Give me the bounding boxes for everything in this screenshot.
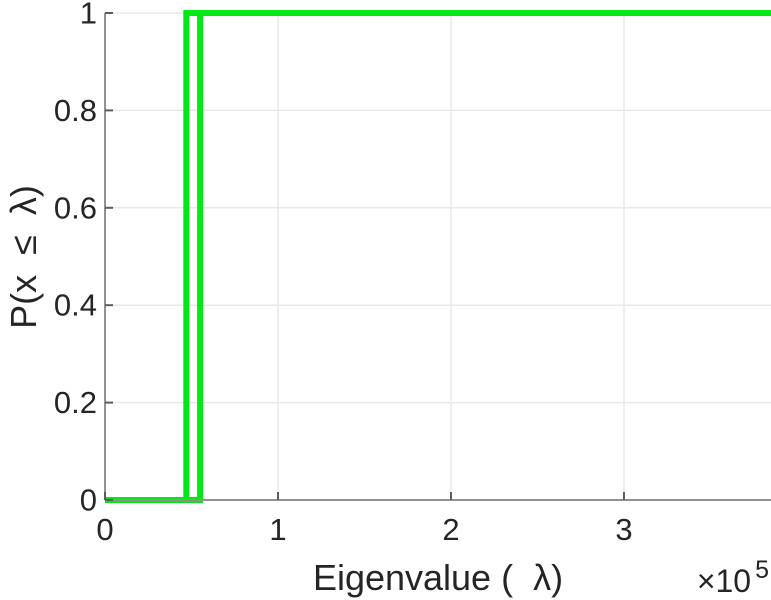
series-cdf-step-1 — [105, 10, 771, 503]
y-tick-label-0.8: 0.8 — [54, 93, 97, 128]
x-tick-label-0: 0 — [96, 512, 113, 547]
series-lines — [105, 10, 771, 503]
y-tick-label-0: 0 — [80, 483, 97, 518]
y-axis-label: P(x ≤ λ) — [3, 185, 44, 329]
gridlines — [105, 12, 771, 500]
multiplier-base: ×10 — [697, 563, 751, 599]
x-tick-label-3: 3 — [615, 512, 632, 547]
axis-spines — [104, 13, 771, 501]
x-axis-label: Eigenvalue ( λ) — [313, 557, 563, 598]
tick-labels: 0 1 2 3 0 0.2 0.4 0.6 0.8 1 — [54, 0, 633, 547]
x-axis-multiplier-label: ×10 5 — [697, 556, 769, 599]
y-tick-label-1: 1 — [80, 0, 97, 31]
x-tick-label-2: 2 — [442, 512, 459, 547]
tick-marks — [104, 12, 625, 501]
x-tick-label-1: 1 — [269, 512, 286, 547]
y-tick-label-0.2: 0.2 — [54, 385, 97, 420]
multiplier-exponent: 5 — [755, 556, 769, 584]
series-cdf-step-2 — [105, 10, 771, 503]
y-tick-label-0.6: 0.6 — [54, 190, 97, 225]
y-tick-label-0.4: 0.4 — [54, 288, 97, 323]
